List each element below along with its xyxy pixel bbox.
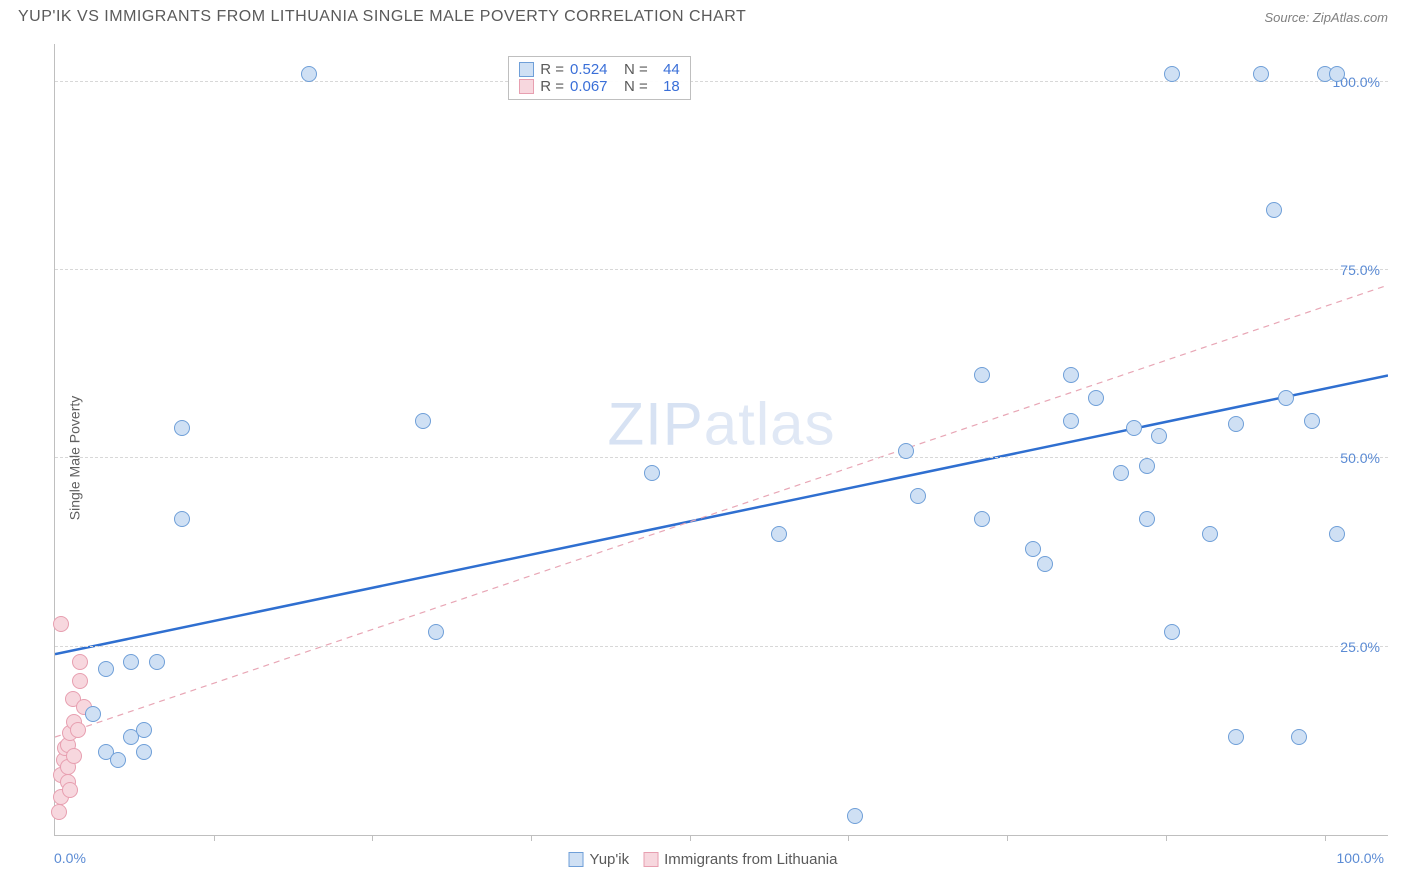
- data-point: [1025, 541, 1041, 557]
- data-point: [66, 748, 82, 764]
- data-point: [72, 654, 88, 670]
- data-point: [1164, 624, 1180, 640]
- y-tick-label: 75.0%: [1340, 262, 1380, 278]
- data-point: [1291, 729, 1307, 745]
- n-value: 18: [654, 78, 680, 95]
- legend: Yup'ik Immigrants from Lithuania: [569, 851, 838, 868]
- data-point: [974, 367, 990, 383]
- data-point: [1063, 413, 1079, 429]
- r-label: R =: [540, 78, 564, 95]
- chart-container: Single Male Poverty ZIPatlas 25.0%50.0%7…: [18, 44, 1388, 872]
- data-point: [1202, 526, 1218, 542]
- r-label: R =: [540, 61, 564, 78]
- data-point: [174, 420, 190, 436]
- data-point: [1228, 729, 1244, 745]
- data-point: [1139, 458, 1155, 474]
- watermark-bold: ZIP: [607, 390, 703, 457]
- data-point: [898, 443, 914, 459]
- data-point: [1037, 556, 1053, 572]
- data-point: [1088, 390, 1104, 406]
- y-tick-label: 50.0%: [1340, 450, 1380, 466]
- data-point: [70, 722, 86, 738]
- data-point: [1164, 66, 1180, 82]
- data-point: [1151, 428, 1167, 444]
- data-point: [847, 808, 863, 824]
- data-point: [644, 465, 660, 481]
- legend-label: Immigrants from Lithuania: [664, 851, 837, 868]
- correlation-box: R = 0.524 N = 44 R = 0.067 N = 18: [508, 56, 691, 100]
- data-point: [72, 673, 88, 689]
- n-label: N =: [624, 78, 648, 95]
- y-tick-label: 25.0%: [1340, 639, 1380, 655]
- data-point: [98, 661, 114, 677]
- x-axis-min-label: 0.0%: [54, 850, 86, 866]
- x-tick: [1166, 835, 1167, 841]
- data-point: [136, 722, 152, 738]
- trend-line: [55, 375, 1388, 654]
- gridline: [55, 269, 1388, 270]
- data-point: [1139, 511, 1155, 527]
- data-point: [85, 706, 101, 722]
- x-axis-max-label: 100.0%: [1337, 850, 1384, 866]
- data-point: [428, 624, 444, 640]
- series-swatch: [569, 852, 584, 867]
- data-point: [301, 66, 317, 82]
- series-swatch: [519, 62, 534, 77]
- x-tick: [1325, 835, 1326, 841]
- trend-line: [55, 285, 1388, 737]
- n-label: N =: [624, 61, 648, 78]
- legend-item: Yup'ik: [569, 851, 630, 868]
- data-point: [1266, 202, 1282, 218]
- n-value: 44: [654, 61, 680, 78]
- data-point: [62, 782, 78, 798]
- source-label: Source: ZipAtlas.com: [1264, 10, 1388, 25]
- gridline: [55, 646, 1388, 647]
- x-tick: [1007, 835, 1008, 841]
- gridline: [55, 457, 1388, 458]
- r-value: 0.067: [570, 78, 618, 95]
- watermark: ZIPatlas: [607, 389, 835, 458]
- r-value: 0.524: [570, 61, 618, 78]
- data-point: [415, 413, 431, 429]
- data-point: [1253, 66, 1269, 82]
- x-tick: [531, 835, 532, 841]
- watermark-light: atlas: [704, 390, 836, 457]
- data-point: [123, 654, 139, 670]
- plot-area: ZIPatlas 25.0%50.0%75.0%100.0%R =0.524N …: [54, 44, 1388, 836]
- data-point: [110, 752, 126, 768]
- gridline: [55, 81, 1388, 82]
- legend-label: Yup'ik: [590, 851, 630, 868]
- correlation-row: R = 0.524 N = 44: [519, 61, 680, 78]
- data-point: [974, 511, 990, 527]
- data-point: [1278, 390, 1294, 406]
- data-point: [1063, 367, 1079, 383]
- x-tick: [372, 835, 373, 841]
- data-point: [1228, 416, 1244, 432]
- data-point: [1329, 526, 1345, 542]
- correlation-row: R = 0.067 N = 18: [519, 78, 680, 95]
- data-point: [174, 511, 190, 527]
- data-point: [136, 744, 152, 760]
- x-tick: [690, 835, 691, 841]
- x-tick: [214, 835, 215, 841]
- data-point: [771, 526, 787, 542]
- data-point: [1304, 413, 1320, 429]
- data-point: [51, 804, 67, 820]
- data-point: [149, 654, 165, 670]
- trend-lines: [55, 44, 1388, 835]
- data-point: [1113, 465, 1129, 481]
- x-tick: [848, 835, 849, 841]
- data-point: [910, 488, 926, 504]
- data-point: [1126, 420, 1142, 436]
- series-swatch: [519, 79, 534, 94]
- legend-item: Immigrants from Lithuania: [643, 851, 837, 868]
- chart-title: YUP'IK VS IMMIGRANTS FROM LITHUANIA SING…: [18, 8, 746, 26]
- data-point: [53, 616, 69, 632]
- data-point: [1329, 66, 1345, 82]
- series-swatch: [643, 852, 658, 867]
